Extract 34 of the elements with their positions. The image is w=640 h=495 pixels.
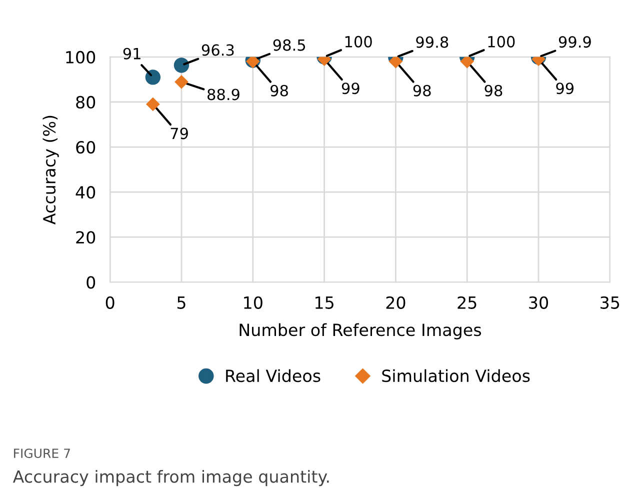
- x-tick-label: 5: [177, 296, 186, 309]
- data-label: 100: [488, 36, 515, 48]
- data-label: 99.9: [558, 36, 591, 48]
- data-label: 98: [484, 84, 502, 96]
- x-tick-label: 30: [529, 296, 548, 309]
- legend-label: Real Videos: [226, 369, 320, 382]
- caption: FIGURE 7: [14, 448, 70, 458]
- data-label: 99.8: [416, 36, 448, 48]
- x-tick-label: 15: [316, 296, 334, 309]
- x-axis-title: Number of Reference Images: [240, 323, 482, 340]
- x-tick-label: 20: [386, 296, 406, 309]
- data-label: 96.3: [202, 44, 234, 56]
- data-label: 99: [342, 82, 360, 94]
- y-axis-title: Accuracy (%): [42, 116, 59, 225]
- x-tick-label: 0: [106, 296, 114, 309]
- data-label: 91: [123, 48, 140, 60]
- x-tick-label: 35: [600, 296, 620, 309]
- x-tick-label: 10: [244, 296, 262, 309]
- y-tick-label: 40: [76, 186, 96, 199]
- data-label: 99: [556, 82, 574, 94]
- y-tick-label: 80: [76, 96, 96, 109]
- legend-label: Simulation Videos: [382, 369, 530, 382]
- text: Accuracy impact from image quantity.: [12, 470, 329, 486]
- data-label: 88.9: [208, 88, 240, 100]
- data-label: 98: [413, 84, 431, 96]
- y-tick-label: 60: [76, 140, 96, 154]
- y-tick-label: 0: [86, 276, 96, 289]
- x-tick-label: 25: [458, 296, 476, 309]
- y-tick-label: 100: [66, 50, 96, 64]
- data-label: 100: [345, 36, 372, 48]
- y-tick-label: 20: [76, 231, 96, 244]
- data-label: 79: [170, 128, 188, 140]
- data-label: 98: [270, 84, 288, 96]
- data-label: 98.5: [273, 39, 306, 51]
